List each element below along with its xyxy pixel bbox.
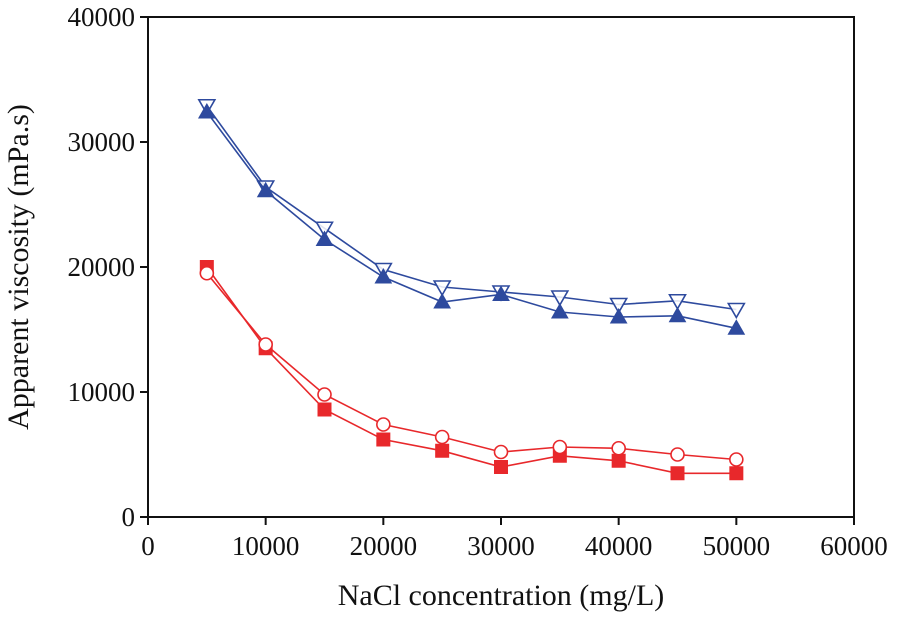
series-line-filled-up-triangle-blue xyxy=(206,111,737,330)
data-point xyxy=(432,280,452,297)
data-point xyxy=(258,337,273,352)
data-point xyxy=(727,319,746,335)
series-line-open-down-triangle-blue xyxy=(206,105,737,311)
series-filled-up-triangle-blue xyxy=(197,102,746,335)
data-point xyxy=(376,432,391,447)
x-axis-ticks: 0 10000 20000 30000 40000 50000 60000 xyxy=(141,517,888,561)
series-open-circle-red xyxy=(199,265,744,467)
data-point xyxy=(611,440,626,456)
data-point xyxy=(493,444,509,460)
data-point xyxy=(435,443,450,458)
data-point xyxy=(552,439,568,455)
data-point xyxy=(550,290,570,307)
data-point xyxy=(729,452,744,467)
x-tick-label: 20000 xyxy=(350,531,418,561)
data-point xyxy=(494,460,508,474)
data-point xyxy=(433,292,452,309)
data-point xyxy=(492,285,510,301)
y-tick-label: 10000 xyxy=(68,377,136,407)
data-point xyxy=(374,267,393,284)
series-line-open-circle-red xyxy=(206,272,737,461)
plot-frame xyxy=(147,16,855,518)
y-axis-ticks: 0 10000 20000 30000 40000 xyxy=(68,2,148,532)
data-point xyxy=(729,466,744,481)
y-tick-label: 30000 xyxy=(68,127,136,157)
series-open-down-triangle-blue xyxy=(197,98,746,320)
data-point xyxy=(609,297,629,315)
x-axis-label: NaCl concentration (mg/L) xyxy=(338,579,665,612)
y-tick-label: 0 xyxy=(122,502,136,532)
data-point xyxy=(315,221,334,238)
data-point xyxy=(668,306,687,323)
y-tick-label: 20000 xyxy=(68,252,136,282)
data-point xyxy=(611,453,626,468)
x-tick-label: 50000 xyxy=(703,531,771,561)
data-point xyxy=(317,387,332,402)
data-point xyxy=(668,293,687,311)
data-point xyxy=(256,181,275,198)
x-tick-label: 60000 xyxy=(820,531,888,561)
x-tick-label: 30000 xyxy=(467,531,535,561)
data-point xyxy=(317,402,332,417)
data-point xyxy=(670,447,685,462)
x-tick-label: 10000 xyxy=(232,531,300,561)
x-tick-label: 40000 xyxy=(585,531,653,561)
data-point xyxy=(197,102,216,119)
data-point xyxy=(315,230,334,246)
data-point xyxy=(550,302,569,319)
data-point xyxy=(670,466,685,481)
data-point xyxy=(726,302,746,320)
data-point xyxy=(609,307,628,324)
y-axis-label: Apparent viscosity (mPa.s) xyxy=(2,104,35,430)
series-filled-square-red xyxy=(199,260,744,481)
data-point xyxy=(376,417,391,432)
y-tick-label: 40000 xyxy=(68,2,136,32)
data-point xyxy=(199,265,215,281)
series-layer xyxy=(197,98,746,481)
data-point xyxy=(434,429,450,445)
x-tick-label: 0 xyxy=(141,531,155,561)
series-line-filled-square-red xyxy=(206,266,737,475)
